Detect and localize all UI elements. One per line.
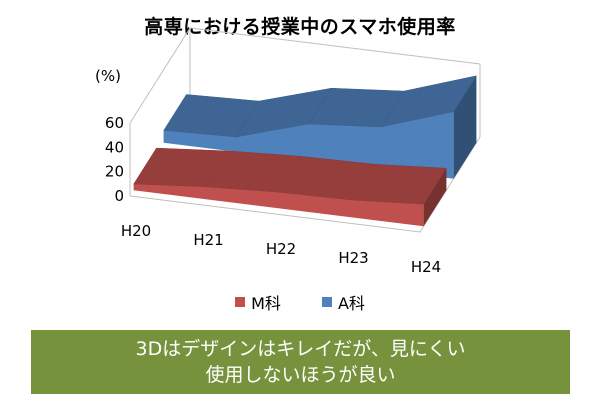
legend-item-m: M科 xyxy=(235,290,281,314)
note-line-1: 3Dはデザインはキレイだが、見にくい xyxy=(135,338,466,360)
chart-title: 高専における授業中のスマホ使用率 xyxy=(144,16,456,38)
legend-label-m: M科 xyxy=(251,294,281,313)
series-end-a xyxy=(453,75,477,179)
legend-swatch-a xyxy=(321,297,332,307)
series-end-m xyxy=(423,168,447,227)
legend: M科 A科 xyxy=(0,290,600,314)
note-line-2: 使用しないほうが良い xyxy=(205,364,396,386)
x-tick-label: H24 xyxy=(411,258,441,276)
legend-swatch-m xyxy=(235,297,246,307)
x-tick-label: H20 xyxy=(121,222,151,240)
y-tick-label: 0 xyxy=(114,187,124,205)
y-axis-unit: (%) xyxy=(95,67,121,85)
y-tick-label: 60 xyxy=(105,114,124,132)
side-wall-top-edge xyxy=(129,27,191,124)
x-tick-label: H23 xyxy=(338,249,368,267)
x-tick-label: H21 xyxy=(193,231,223,249)
y-tick-label: 20 xyxy=(105,163,124,181)
y-tick-label: 40 xyxy=(105,138,124,156)
note-box: 3Dはデザインはキレイだが、見にくい 使用しないほうが良い xyxy=(31,330,570,394)
legend-label-a: A科 xyxy=(337,294,365,313)
legend-item-a: A科 xyxy=(321,290,365,314)
series-area-m xyxy=(133,184,424,227)
x-tick-label: H22 xyxy=(266,240,296,258)
series-area-a xyxy=(163,111,454,179)
